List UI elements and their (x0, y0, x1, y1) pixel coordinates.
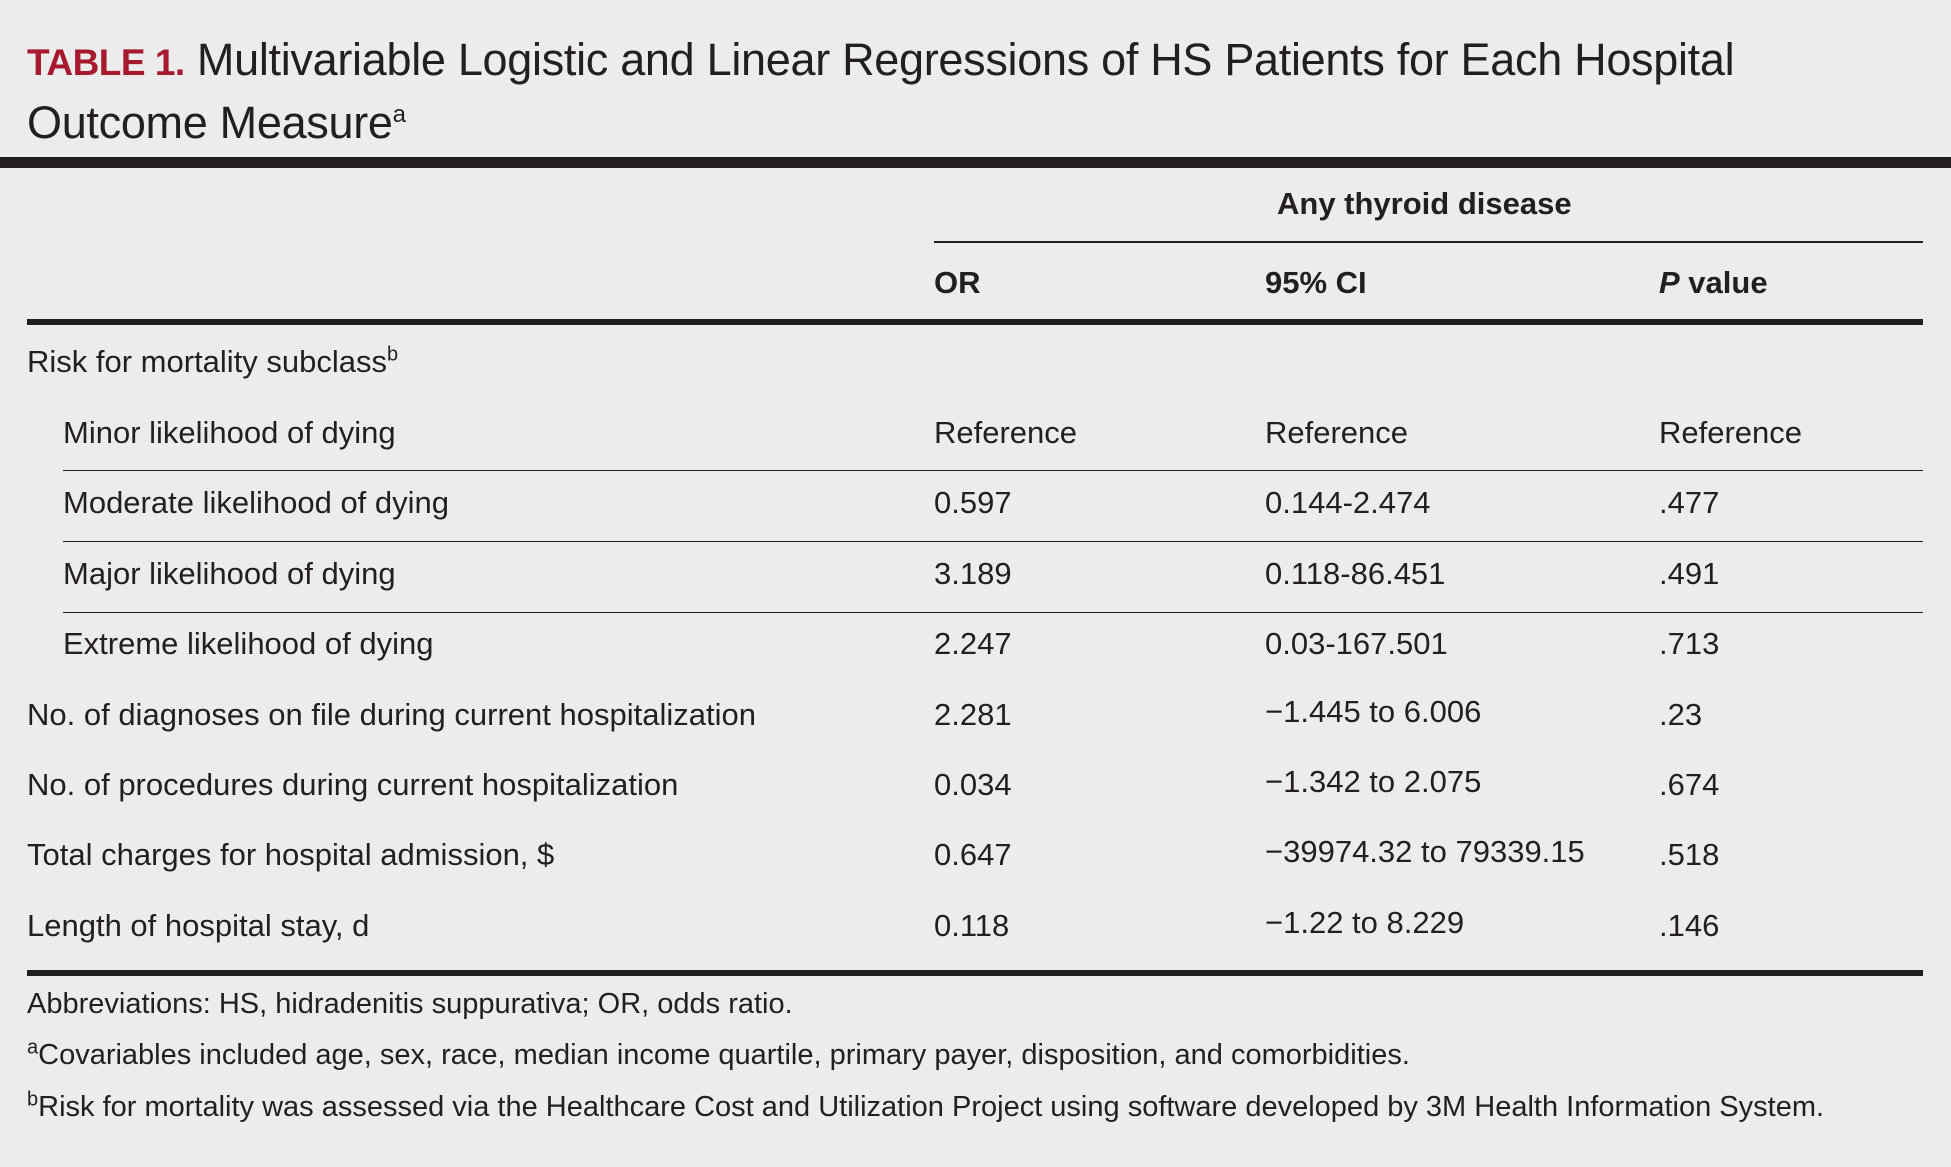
row-or: 0.597 (934, 485, 1012, 520)
row-label: Major likelihood of dying (63, 556, 396, 591)
row-or: Reference (934, 415, 1078, 450)
row-ci: −39974.32 to 79339.15 (1265, 834, 1585, 869)
footnote-b: bRisk for mortality was assessed via the… (27, 1088, 1824, 1126)
row-ci: −1.22 to 8.229 (1265, 905, 1465, 940)
row-or: 0.034 (934, 767, 1012, 802)
row-label: Extreme likelihood of dying (63, 626, 434, 661)
title-line-1: Multivariable Logistic and Linear Regres… (196, 34, 1735, 85)
column-header-p-italic: P (1659, 265, 1680, 300)
footnote-abbreviations: Abbreviations: HS, hidradenitis suppurat… (27, 988, 793, 1020)
row-divider (63, 541, 1923, 542)
column-header-or: OR (934, 265, 981, 300)
row-p: .491 (1659, 556, 1720, 591)
section-label-text: Risk for mortality subclass (27, 344, 388, 379)
row-or: 0.118 (934, 908, 1010, 943)
row-label: Moderate likelihood of dying (63, 485, 450, 520)
footnote-b-text: Risk for mortality was assessed via the … (38, 1091, 1825, 1123)
row-p: .674 (1659, 767, 1720, 802)
section-superscript: b (387, 343, 399, 366)
title-superscript: a (392, 101, 406, 128)
row-p: Reference (1659, 415, 1803, 450)
row-ci: Reference (1265, 415, 1409, 450)
bottom-rule (27, 970, 1923, 976)
row-label: Minor likelihood of dying (63, 415, 396, 450)
top-rule (0, 157, 1951, 168)
row-or: 2.247 (934, 626, 1012, 661)
table-title: TABLE 1. Multivariable Logistic and Line… (27, 30, 1927, 153)
row-label: Length of hospital stay, d (27, 908, 370, 943)
row-or: 0.647 (934, 837, 1012, 872)
column-header-ci: 95% CI (1265, 265, 1367, 300)
row-p: .146 (1659, 908, 1720, 943)
row-or: 2.281 (934, 697, 1012, 732)
row-ci: 0.03-167.501 (1265, 626, 1448, 661)
row-ci: −1.342 to 2.075 (1265, 764, 1482, 799)
row-p: .713 (1659, 626, 1720, 661)
row-divider (63, 612, 1923, 613)
column-header-p-rest: value (1679, 265, 1768, 300)
row-or: 3.189 (934, 556, 1012, 591)
row-divider (63, 470, 1923, 471)
footnote-b-mark: b (27, 1088, 39, 1111)
footnote-a: aCovariables included age, sex, race, me… (27, 1036, 1410, 1074)
group-header: Any thyroid disease (1277, 186, 1572, 221)
column-header-p: P value (1659, 263, 1768, 303)
row-ci: 0.118-86.451 (1265, 556, 1446, 591)
table-label: TABLE 1. (27, 42, 185, 83)
section-label: Risk for mortality subclassb (27, 342, 398, 382)
group-header-rule (934, 241, 1923, 243)
row-label: No. of procedures during current hospita… (27, 767, 679, 802)
row-ci: 0.144-2.474 (1265, 485, 1431, 520)
row-label: No. of diagnoses on file during current … (27, 697, 756, 732)
row-ci: −1.445 to 6.006 (1265, 694, 1482, 729)
row-label: Total charges for hospital admission, $ (27, 837, 555, 872)
title-line-2: Outcome Measure (27, 97, 393, 148)
footnote-a-text: Covariables included age, sex, race, med… (38, 1039, 1410, 1071)
row-p: .518 (1659, 837, 1720, 872)
row-p: .477 (1659, 485, 1720, 520)
header-rule (27, 319, 1923, 325)
footnote-a-mark: a (27, 1036, 39, 1059)
row-p: .23 (1659, 697, 1703, 732)
